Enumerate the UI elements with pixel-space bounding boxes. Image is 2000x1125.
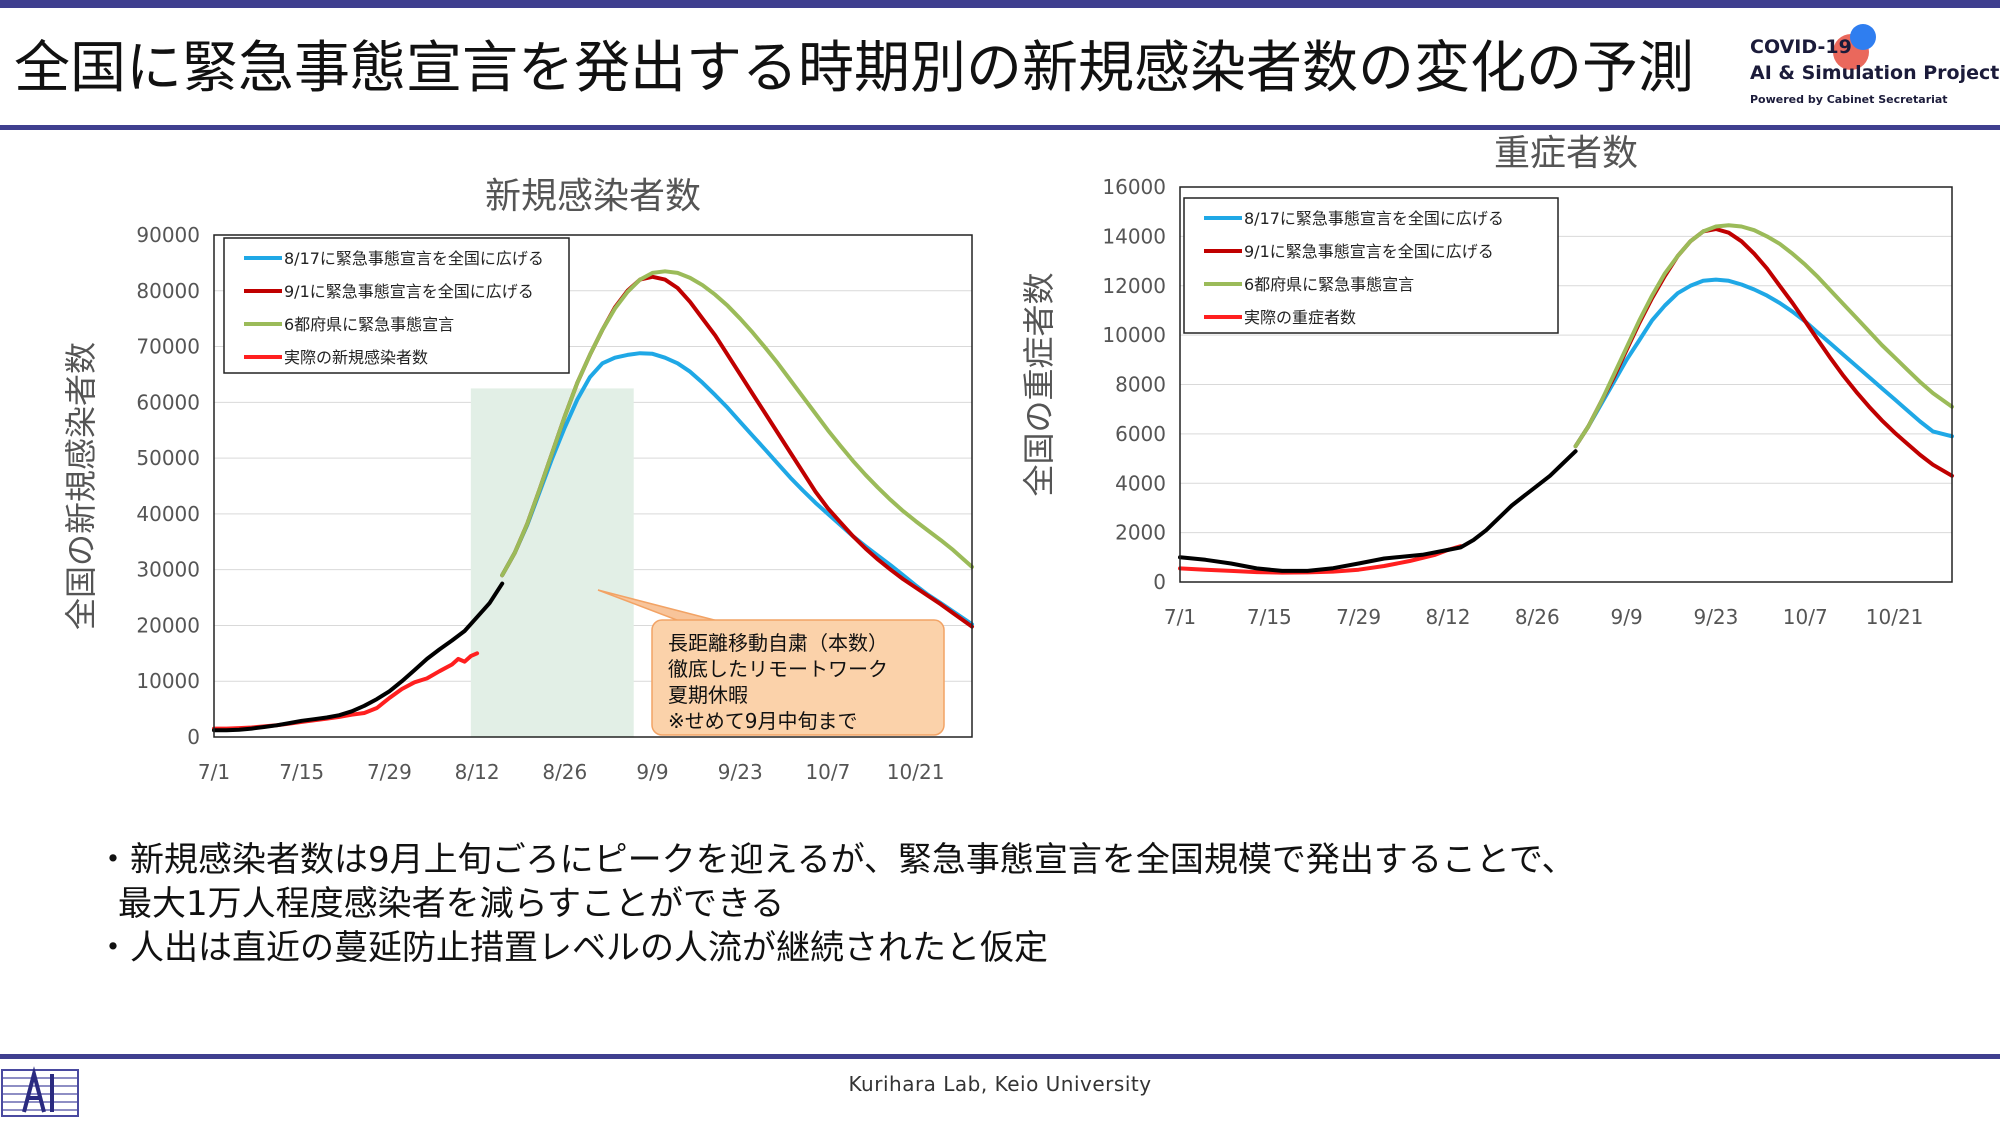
title-rule: [0, 125, 2000, 130]
legend-label: 実際の新規感染者数: [284, 348, 428, 367]
logo-line-2: AI & Simulation Project: [1750, 62, 2000, 84]
x-tick-label: 10/21: [887, 760, 945, 784]
logo-blue-dot-icon: [1850, 24, 1876, 50]
y-tick-label: 80000: [136, 279, 200, 303]
series-line-observed-black: [212, 581, 505, 733]
y-tick-label: 14000: [1102, 224, 1166, 248]
y-tick-label: 40000: [136, 502, 200, 526]
logo-line-1: COVID-19: [1750, 36, 1852, 58]
x-tick-label: 8/26: [1515, 605, 1560, 629]
series-line-3: [212, 651, 480, 731]
chart-title: 新規感染者数: [485, 176, 701, 217]
x-tick-label: 7/29: [1336, 605, 1381, 629]
series-line-observed-black: [1178, 449, 1578, 573]
x-tick-label: 9/9: [636, 760, 668, 784]
x-tick-label: 7/1: [1164, 605, 1196, 629]
legend-label: 8/17に緊急事態宣言を全国に広げる: [284, 249, 544, 268]
bullet-item-1: ・新規感染者数は9月上旬ごろにピークを迎えるが、緊急事態宣言を全国規模で発出する…: [96, 840, 1576, 880]
y-tick-label: 6000: [1115, 422, 1166, 446]
new-infections-chart: 新規感染者数 0 10000 20000 30000 40000 50000 60000 700…: [62, 176, 974, 784]
y-tick-label: 4000: [1115, 471, 1166, 495]
callout-line: 徹底したリモートワーク: [668, 657, 888, 681]
series-line-0: [1573, 277, 1954, 449]
y-tick-label: 2000: [1115, 521, 1166, 545]
callout-line: 夏期休暇: [668, 683, 748, 707]
x-tick-label: 7/15: [1247, 605, 1292, 629]
series-line-3: [1178, 544, 1463, 575]
series-line-2: [500, 269, 974, 578]
bullet-item-2: 最大1万人程度感染者を減らすことができる: [118, 884, 785, 924]
bullet-list: ・新規感染者数は9月上旬ごろにピークを迎えるが、緊急事態宣言を全国規模で発出する…: [96, 838, 1796, 970]
footer-credit: Kurihara Lab, Keio University: [848, 1072, 1152, 1096]
legend-label: 9/1に緊急事態宣言を全国に広げる: [1244, 242, 1494, 261]
callout-box: [651, 619, 945, 736]
legend-label: 実際の重症者数: [1244, 308, 1356, 327]
x-tick-label: 9/9: [1611, 605, 1643, 629]
y-tick-label: 10000: [136, 669, 200, 693]
x-tick-label: 8/12: [455, 760, 500, 784]
y-tick-label: 70000: [136, 335, 200, 359]
page-title: 全国に緊急事態宣言を発出する時期別の新規感染者数の変化の予測: [14, 36, 1694, 101]
y-tick-label: 16000: [1102, 175, 1166, 199]
x-tick-label: 9/23: [718, 760, 763, 784]
y-tick-label: 30000: [136, 558, 200, 582]
x-tick-label: 7/29: [367, 760, 412, 784]
x-tick-label: 8/12: [1426, 605, 1471, 629]
plot-area-border: [1179, 186, 1953, 583]
project-logo: COVID-19 AI & Simulation Project Powered…: [1740, 20, 1999, 115]
lab-logo-icon: [1, 1066, 79, 1117]
top-rule: [0, 0, 2000, 8]
y-tick-label: 90000: [136, 223, 200, 247]
legend-label: 6都府県に緊急事態宣言: [284, 315, 454, 334]
severe-cases-chart: 重症者数 0 2000 4000 6000 8000 10000 12000 14000 1600…: [1020, 133, 1954, 629]
x-tick-label: 10/7: [805, 760, 850, 784]
legend-box: [223, 237, 570, 374]
y-axis-title: 全国の重症者数: [1020, 272, 1058, 496]
legend-label: 8/17に緊急事態宣言を全国に広げる: [1244, 209, 1504, 228]
x-tick-label: 10/7: [1783, 605, 1828, 629]
series-line-0: [500, 351, 974, 627]
footer-rule: [0, 1054, 2000, 1059]
x-tick-label: 7/1: [198, 760, 230, 784]
y-tick-label: 12000: [1102, 274, 1166, 298]
y-tick-label: 60000: [136, 390, 200, 414]
chart-title: 重症者数: [1494, 133, 1638, 174]
callout-line: 長距離移動自粛（本数）: [668, 631, 888, 655]
y-tick-label: 0: [1153, 570, 1166, 594]
y-tick-label: 0: [187, 725, 200, 749]
y-tick-label: 20000: [136, 613, 200, 637]
plot-area-border: [213, 234, 973, 738]
x-tick-label: 10/21: [1866, 605, 1924, 629]
x-tick-label: 9/23: [1693, 605, 1738, 629]
legend-label: 6都府県に緊急事態宣言: [1244, 275, 1414, 294]
legend-label: 9/1に緊急事態宣言を全国に広げる: [284, 282, 534, 301]
callout-line: ※せめて9月中旬まで: [668, 709, 857, 733]
series-line-2: [1573, 223, 1954, 449]
y-tick-label: 8000: [1115, 373, 1166, 397]
x-tick-label: 8/26: [542, 760, 587, 784]
legend-box: [1183, 197, 1559, 334]
logo-line-3: Powered by Cabinet Secretariat: [1750, 93, 1948, 106]
x-tick-label: 7/15: [279, 760, 324, 784]
bullet-item-3: ・人出は直近の蔓延防止措置レベルの人流が継続されたと仮定: [96, 928, 1048, 968]
y-axis-title: 全国の新規感染者数: [62, 342, 100, 630]
y-tick-label: 50000: [136, 446, 200, 470]
shaded-period: [470, 388, 634, 737]
y-tick-label: 10000: [1102, 323, 1166, 347]
